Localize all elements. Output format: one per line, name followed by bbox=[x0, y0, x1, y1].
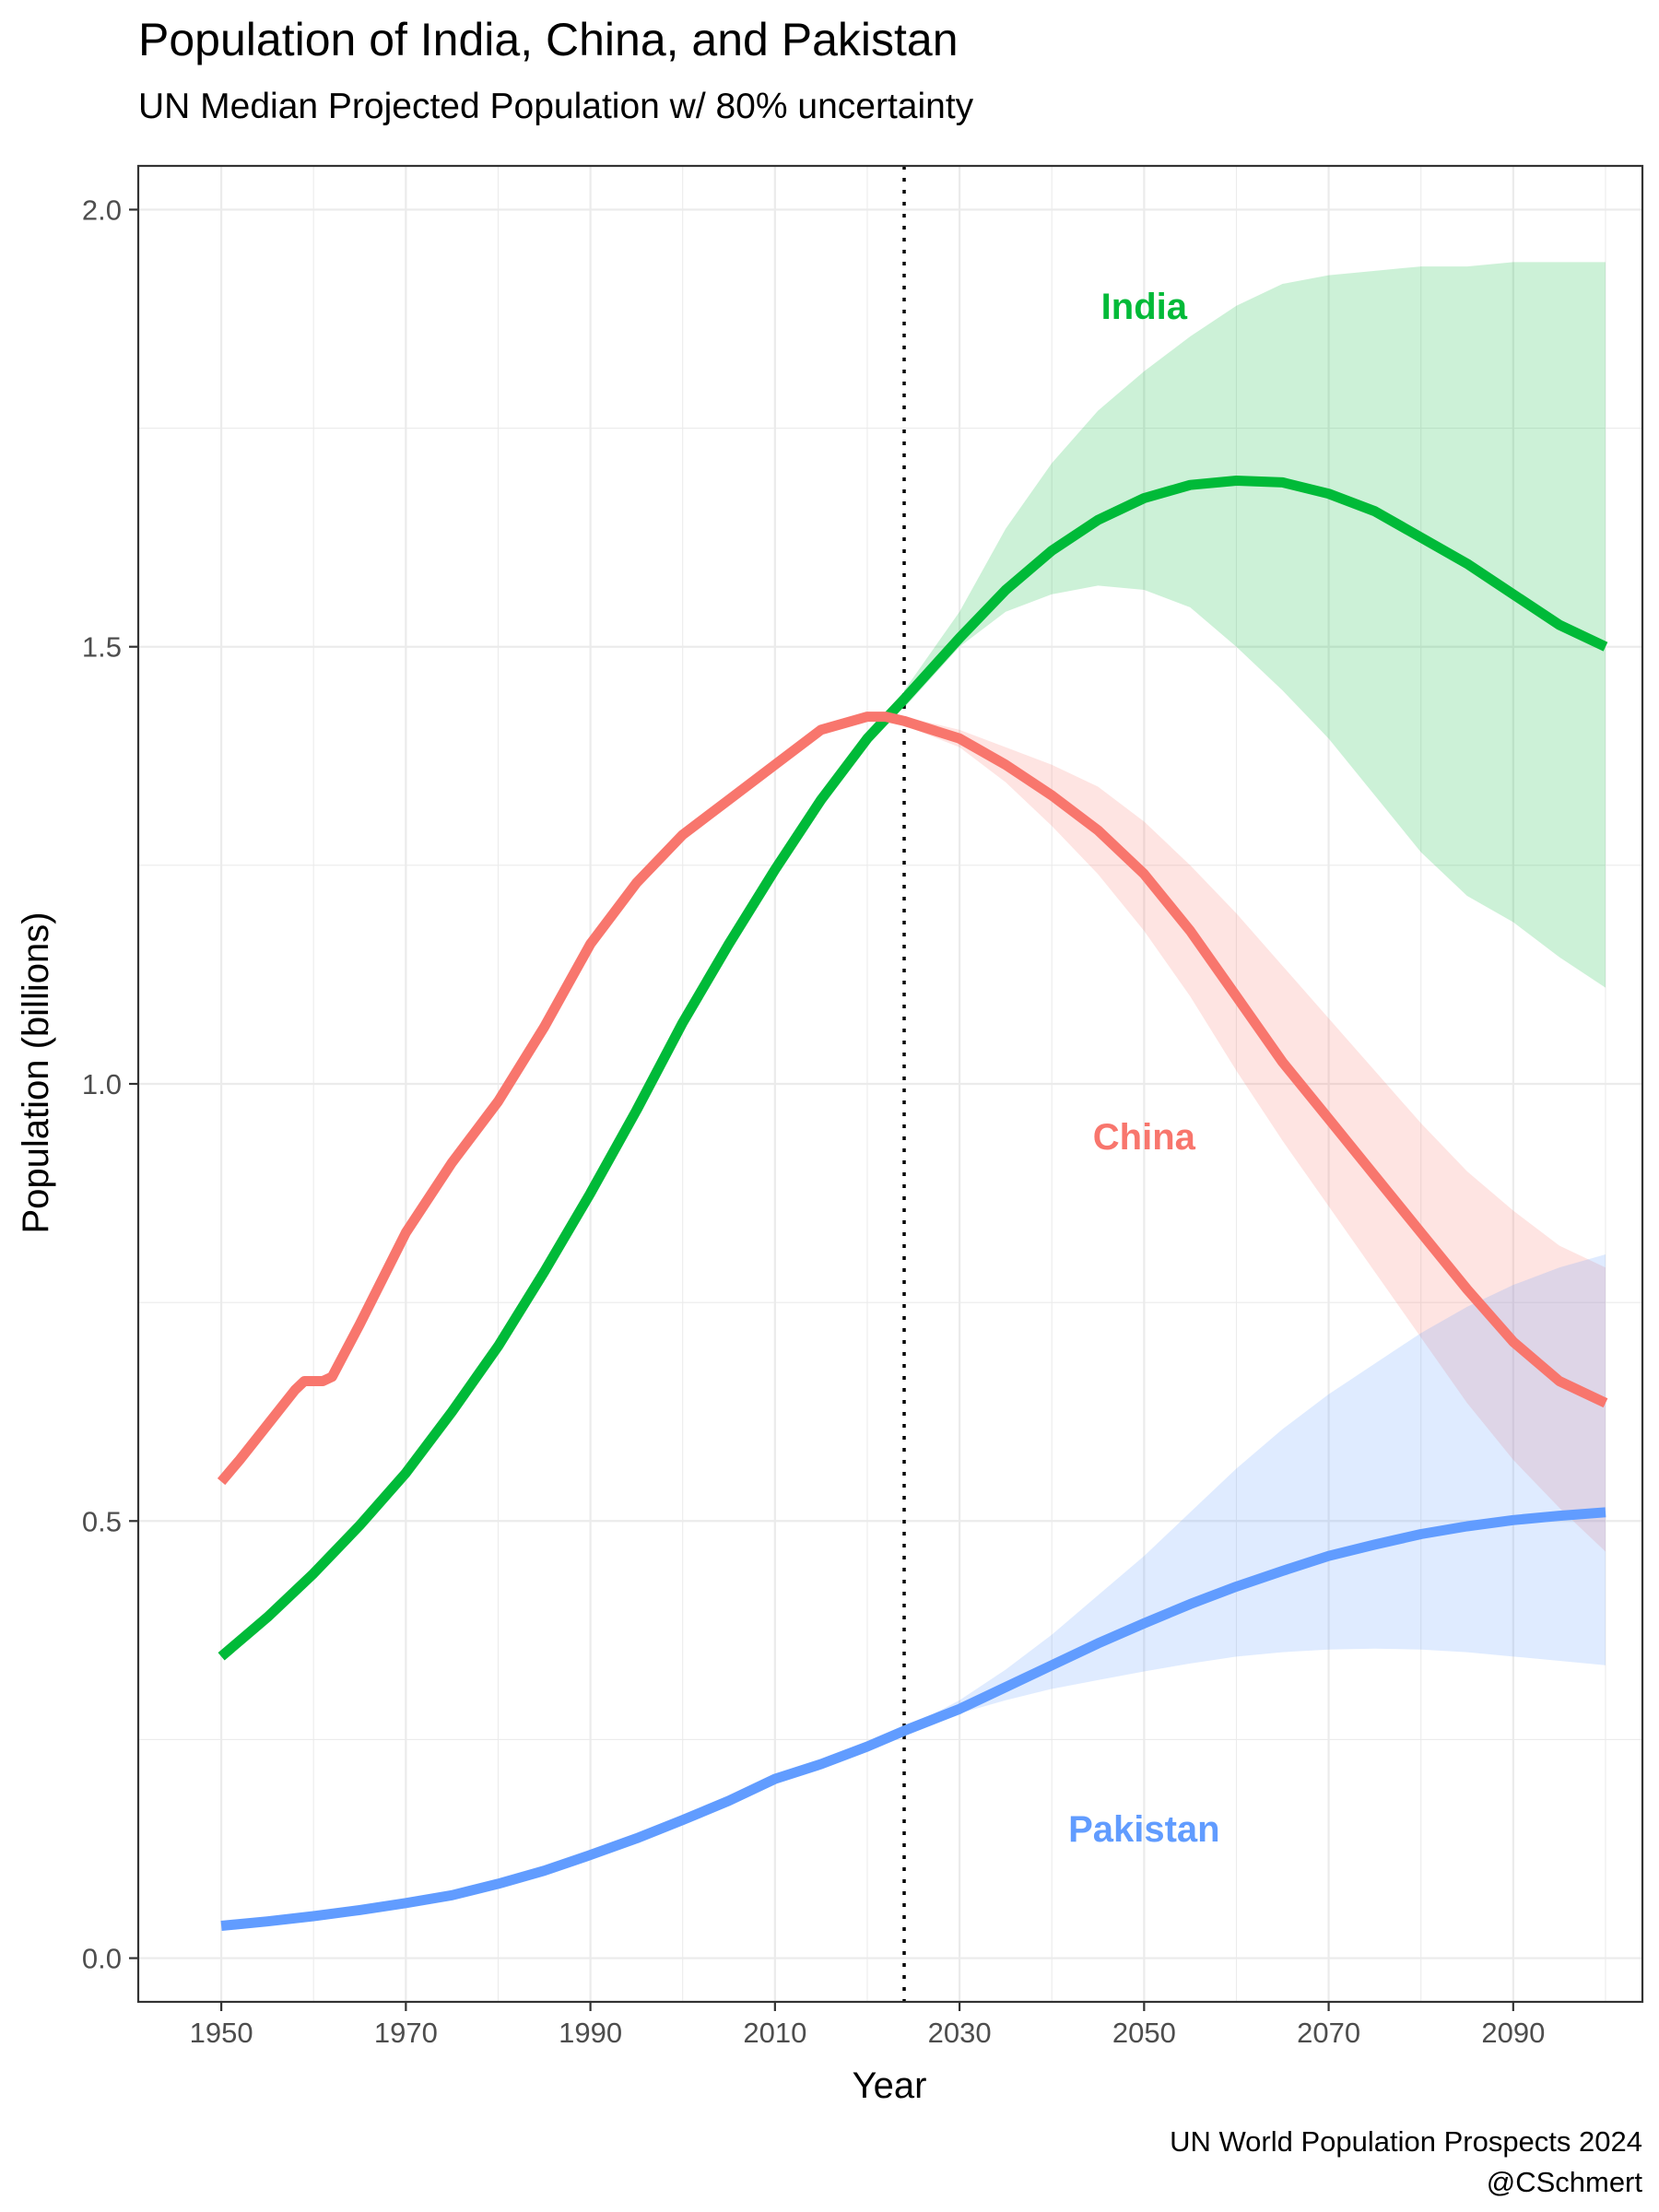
x-tick-label: 1990 bbox=[559, 2017, 622, 2049]
x-tick-label: 2050 bbox=[1112, 2017, 1176, 2049]
y-axis-title: Population (billions) bbox=[16, 912, 56, 1233]
x-axis-title: Year bbox=[853, 2065, 927, 2106]
uncertainty-band-pakistan bbox=[904, 1253, 1606, 1733]
x-axis-ticks: 1950 1970 1990 2010 2030 2050 2070 2090 bbox=[190, 2002, 1545, 2049]
y-tick-label: 1.5 bbox=[82, 631, 122, 664]
series-line-china bbox=[217, 712, 1608, 1486]
caption-source: UN World Population Prospects 2024 bbox=[1170, 2125, 1642, 2158]
x-tick-label: 2030 bbox=[928, 2017, 992, 2049]
series-lines bbox=[217, 476, 1608, 1931]
y-axis-ticks: 0.0 0.5 1.0 1.5 2.0 bbox=[82, 194, 138, 1975]
uncertainty-band-china bbox=[904, 716, 1606, 1552]
caption-author: @CSchmert bbox=[1487, 2166, 1643, 2198]
x-tick-label: 1970 bbox=[374, 2017, 438, 2049]
y-tick-label: 2.0 bbox=[82, 194, 122, 226]
y-tick-label: 0.5 bbox=[82, 1505, 122, 1537]
chart-title: Population of India, China, and Pakistan bbox=[138, 14, 959, 65]
y-tick-label: 0.0 bbox=[82, 1943, 122, 1975]
uncertainty-band-india bbox=[904, 262, 1606, 988]
series-line-india bbox=[218, 476, 1608, 1661]
chart-subtitle: UN Median Projected Population w/ 80% un… bbox=[138, 87, 974, 126]
x-tick-label: 2070 bbox=[1297, 2017, 1360, 2049]
x-tick-label: 2010 bbox=[743, 2017, 806, 2049]
series-line-pakistan bbox=[220, 1507, 1606, 1931]
series-label-china: China bbox=[1093, 1117, 1196, 1158]
uncertainty-bands bbox=[904, 262, 1606, 1733]
series-label-pakistan: Pakistan bbox=[1068, 1809, 1220, 1850]
x-tick-label: 2090 bbox=[1481, 2017, 1545, 2049]
series-label-india: India bbox=[1101, 287, 1188, 327]
y-tick-label: 1.0 bbox=[82, 1068, 122, 1100]
series-labels: India China Pakistan bbox=[1068, 287, 1220, 1850]
x-tick-label: 1950 bbox=[190, 2017, 253, 2049]
